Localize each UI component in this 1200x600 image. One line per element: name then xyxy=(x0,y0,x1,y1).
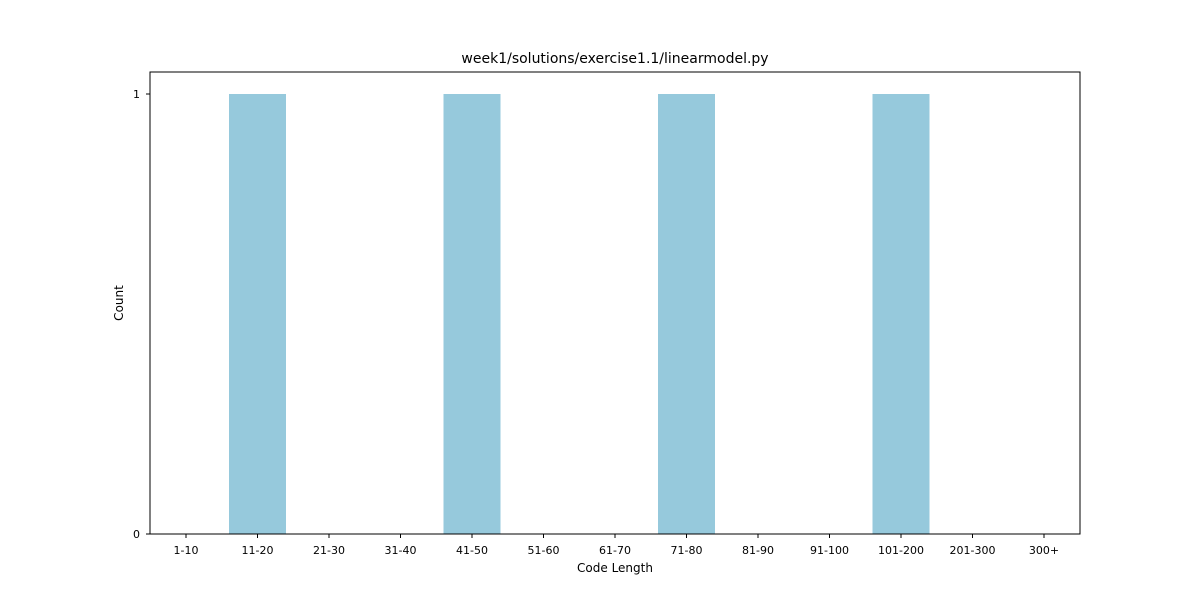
x-axis-ticks: 1-10 11-20 21-30 31-40 41-50 51-60 61-70 71-80 8… xyxy=(174,534,1059,557)
y-axis-label: Count xyxy=(112,285,126,321)
y-tick-label: 0 xyxy=(133,528,140,541)
bar-11-20 xyxy=(229,94,286,534)
x-tick-label: 21-30 xyxy=(313,544,345,557)
x-tick-label: 201-300 xyxy=(950,544,996,557)
x-tick-label: 300+ xyxy=(1029,544,1059,557)
bar-41-50 xyxy=(443,94,501,534)
x-tick-label: 81-90 xyxy=(742,544,774,557)
x-tick-label: 1-10 xyxy=(174,544,199,557)
x-tick-label: 11-20 xyxy=(242,544,274,557)
x-axis-label: Code Length xyxy=(577,561,653,575)
bar-101-200 xyxy=(872,94,930,534)
x-tick-label: 31-40 xyxy=(385,544,417,557)
x-tick-label: 101-200 xyxy=(878,544,924,557)
x-tick-label: 41-50 xyxy=(456,544,488,557)
plot-frame xyxy=(149,71,1081,535)
y-axis-ticks: 01 xyxy=(133,88,150,541)
x-tick-label: 61-70 xyxy=(599,544,631,557)
chart-title: week1/solutions/exercise1.1/linearmodel.… xyxy=(461,51,768,67)
bars-group xyxy=(229,94,930,534)
bar-71-80 xyxy=(658,94,715,534)
x-tick-label: 51-60 xyxy=(528,544,560,557)
y-tick-label: 1 xyxy=(133,88,140,101)
x-tick-label: 91-100 xyxy=(810,544,849,557)
x-tick-label: 71-80 xyxy=(671,544,703,557)
